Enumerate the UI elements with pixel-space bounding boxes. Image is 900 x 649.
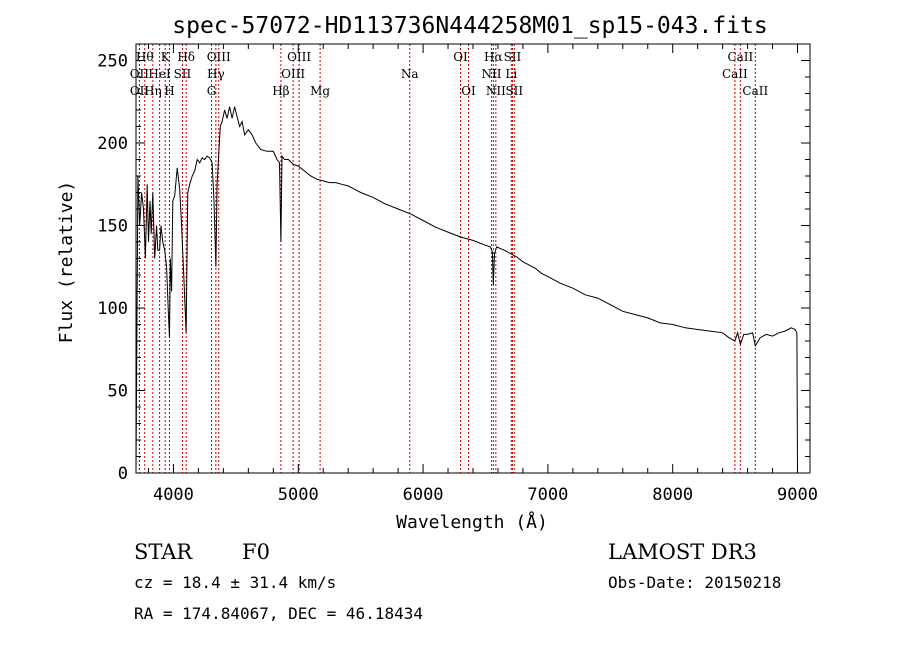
coordinates: RA = 174.84067, DEC = 46.18434 (134, 604, 423, 623)
line-marker-label: OII (130, 84, 150, 98)
x-axis-label: Wavelength (Å) (396, 511, 548, 533)
line-marker-label: Hδ (177, 50, 195, 64)
x-tick-label: 5000 (278, 485, 319, 505)
line-marker-label: OIII (281, 67, 305, 81)
line-marker-label: Hη (144, 84, 162, 98)
object-subclass: F0 (242, 540, 270, 564)
line-marker-labels: OIIOIIHθHηHeIKHSIIHδGHγOIIIHβOIIIOIIIMgN… (130, 50, 769, 98)
line-marker-label: SII (174, 67, 192, 81)
line-marker-label: Hγ (207, 67, 225, 81)
line-marker-label: CaII (742, 84, 768, 98)
x-tick-label: 9000 (777, 485, 818, 505)
line-marker-label: OI (461, 84, 476, 98)
line-marker-label: Li (505, 67, 517, 81)
line-marker-label: SII (505, 84, 523, 98)
line-marker-label: K (161, 50, 171, 64)
line-marker-label: CaII (727, 50, 753, 64)
redshift-value: cz = 18.4 ± 31.4 km/s (134, 573, 337, 592)
x-tick-label: 4000 (153, 485, 194, 505)
line-marker-label: CaII (722, 67, 748, 81)
y-tick-label: 0 (118, 464, 128, 484)
y-axis-ticks: 0 50 100 150 200 250 (97, 52, 810, 484)
line-markers (138, 44, 756, 473)
line-marker-label: OI (453, 50, 468, 64)
line-marker-label: H (164, 84, 174, 98)
x-tick-label: 7000 (527, 485, 568, 505)
y-tick-label: 250 (97, 52, 128, 72)
spectrum-chart: spec-57072-HD113736N444258M01_sp15-043.f… (56, 13, 818, 533)
y-tick-label: 100 (97, 299, 128, 319)
line-marker-label: Na (401, 67, 419, 81)
line-marker-label: Mg (310, 84, 330, 98)
spectrum-line (135, 106, 798, 474)
line-marker-label: OII (130, 67, 150, 81)
survey-name: LAMOST DR3 (608, 540, 757, 564)
y-tick-label: 50 (108, 382, 128, 402)
x-tick-label: 8000 (652, 485, 693, 505)
line-marker-label: HeI (148, 67, 171, 81)
line-marker-label: NII (481, 67, 501, 81)
x-tick-label: 6000 (403, 485, 444, 505)
y-tick-label: 200 (97, 134, 128, 154)
observation-date: Obs-Date: 20150218 (608, 573, 782, 592)
line-marker-label: OIII (287, 50, 311, 64)
line-marker-label: OIII (207, 50, 231, 64)
chart-title: spec-57072-HD113736N444258M01_sp15-043.f… (172, 13, 767, 39)
x-axis-ticks: 4000 5000 6000 7000 8000 9000 (147, 44, 818, 505)
line-marker-label: Hα (484, 50, 503, 64)
line-marker-label: G (207, 84, 217, 98)
object-class: STAR (134, 540, 193, 564)
plot-frame (135, 43, 811, 474)
y-axis-label: Flux (relative) (56, 181, 77, 344)
line-marker-label: Hβ (272, 84, 289, 98)
line-marker-label: SII (504, 50, 522, 64)
line-marker-label: Hθ (136, 50, 154, 64)
y-tick-label: 150 (97, 217, 128, 237)
line-marker-label: NII (486, 84, 506, 98)
